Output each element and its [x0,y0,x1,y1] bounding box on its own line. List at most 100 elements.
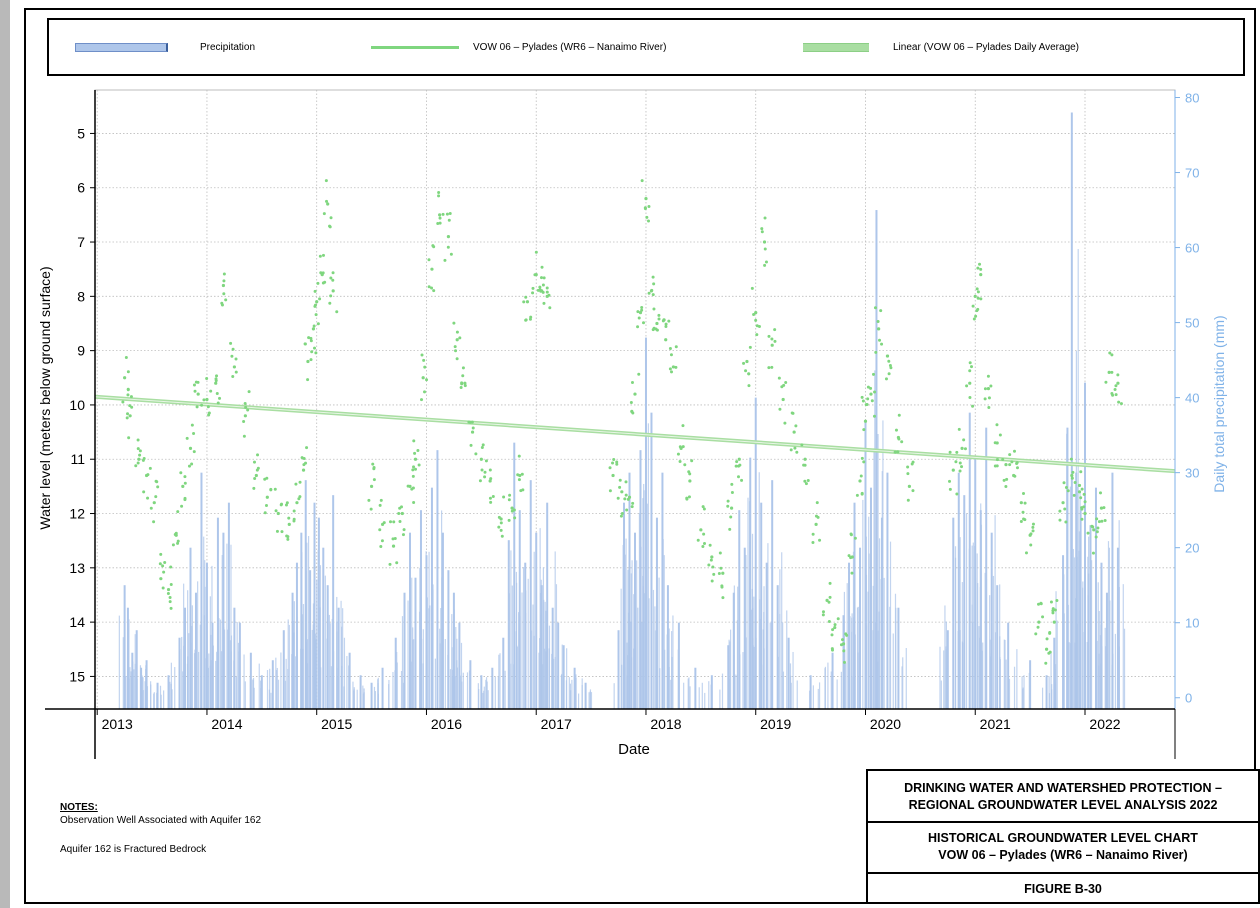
precipitation-bar [790,682,792,709]
water-level-point [524,295,528,299]
water-level-point [1012,449,1016,453]
precipitation-bar [625,538,627,709]
precipitation-bar [1111,472,1114,709]
water-level-point [541,290,545,294]
precipitation-bar [449,669,452,709]
precipitation-bar [211,565,213,709]
precipitation-bar [656,597,658,709]
water-level-point [302,457,306,461]
water-level-point [730,490,734,494]
water-level-point [974,314,978,318]
water-level-point [998,433,1002,437]
y-left-tick-label: 7 [77,234,85,250]
precipitation-bar [204,586,206,709]
precipitation-bar [638,513,641,709]
water-level-point [983,387,987,391]
water-level-point [324,179,328,183]
precipitation-bar [1070,112,1073,709]
water-level-point [430,267,434,271]
precipitation-bar [170,662,172,709]
water-level-point [630,505,634,509]
water-level-point [222,279,226,283]
water-level-point [322,212,326,216]
precipitation-bar [698,687,700,709]
water-level-point [995,458,999,462]
water-level-point [1107,370,1111,374]
precipitation-bar [776,585,779,709]
precipitation-bar [533,635,535,709]
water-level-point [502,495,506,499]
water-level-point [701,505,705,509]
water-level-point [951,468,955,472]
water-level-point [784,380,788,384]
precipitation-bar [1072,548,1074,709]
water-level-point [125,416,129,420]
water-level-point [231,347,235,351]
water-level-point [636,310,640,314]
water-level-point [508,493,512,497]
water-level-point [129,395,133,399]
water-level-point [710,555,714,559]
water-level-point [702,507,706,511]
precipitation-bar [989,595,991,709]
water-level-point [670,370,674,374]
water-level-point [126,412,130,416]
precipitation-bar [275,657,277,709]
precipitation-bar [552,658,555,709]
water-level-point [367,498,371,502]
precipitation-bar [153,693,155,709]
water-level-point [159,577,163,581]
water-level-point [441,212,445,216]
water-level-point [538,285,542,289]
water-level-point [161,564,165,568]
water-level-point [862,428,866,432]
water-level-point [900,440,904,444]
water-level-point [314,313,318,317]
precipitation-bar [1021,676,1023,709]
precipitation-bar [867,591,869,709]
water-level-point [491,494,495,498]
x-tick-label: 2017 [541,716,572,732]
precipitation-bar [205,562,208,709]
water-level-point [541,283,545,287]
water-level-point [438,221,442,225]
precipitation-bar [590,692,593,709]
precipitation-bar [169,681,171,709]
precipitation-bar [617,630,620,709]
water-level-point [849,533,853,537]
water-level-point [1077,490,1082,494]
linear-trend-highlight [94,396,1176,472]
water-level-point [678,445,682,449]
precipitation-bar [1023,675,1025,709]
precipitation-bar [671,656,673,709]
water-level-point [624,480,628,484]
precipitation-bar [336,667,338,709]
water-level-point [730,482,734,486]
precipitation-bar [701,682,703,709]
y-left-tick-label: 15 [69,668,85,684]
precipitation-bar [1045,675,1048,709]
precipitation-bar [568,677,570,709]
water-level-point [1010,460,1014,464]
water-level-point [712,572,716,576]
precipitation-bar [159,685,162,709]
water-level-point [231,375,235,379]
water-level-point [764,260,768,264]
precipitation-bar [613,683,615,709]
precipitation-bar [945,646,947,709]
water-level-point [976,266,980,270]
precipitation-bar [230,651,232,709]
water-level-point [744,369,748,373]
water-level-point [136,438,140,442]
water-level-point [701,545,705,549]
water-level-point [1104,380,1108,384]
precipitation-bar [708,681,710,709]
precipitation-bar [853,502,856,709]
water-level-point [1044,647,1049,651]
water-level-point [1029,543,1033,547]
water-level-point [127,436,131,440]
water-level-point [455,357,459,361]
precipitation-bar [328,614,330,709]
water-level-point [484,459,488,463]
precipitation-bar [293,632,295,709]
